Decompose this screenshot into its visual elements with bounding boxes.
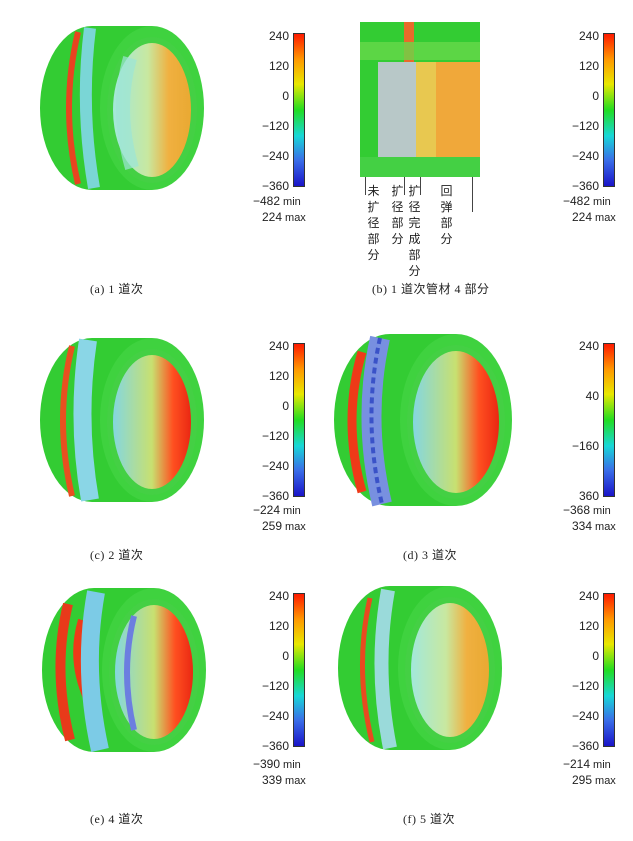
deformation-ring-a — [40, 26, 204, 190]
tick-a-3: −120 — [261, 119, 289, 133]
max-stat-b: 224 max — [572, 210, 616, 224]
part-label-unexpanded: 未扩径部分 — [367, 184, 380, 262]
tick-e-2: 0 — [282, 649, 289, 663]
colorbar-b — [603, 33, 615, 187]
tick-f-0: 240 — [578, 589, 599, 603]
max-stat-f: 295 max — [572, 773, 616, 787]
tick-b-3: −120 — [571, 119, 599, 133]
part-label-springback: 回弹部分 — [440, 184, 453, 246]
tick-f-3: −120 — [571, 679, 599, 693]
tick-e-5: −360 — [261, 739, 289, 753]
caption-d: (d) 3 道次 — [403, 548, 457, 562]
colorbar-f — [603, 593, 615, 747]
tick-c-2: 0 — [282, 399, 289, 413]
part-divider-2 — [404, 177, 405, 195]
tick-c-4: −240 — [261, 459, 289, 473]
tick-f-5: −360 — [571, 739, 599, 753]
tick-c-0: 240 — [268, 339, 289, 353]
part-divider-4 — [472, 177, 473, 212]
tick-d-2: −160 — [571, 439, 599, 453]
part-divider-3 — [420, 177, 421, 195]
tick-c-1: 120 — [268, 369, 289, 383]
min-stat-c: −224 min — [253, 503, 301, 517]
colorbar-c — [293, 343, 305, 497]
caption-e: (e) 4 道次 — [90, 812, 144, 826]
colorbar-a — [293, 33, 305, 187]
tick-e-1: 120 — [268, 619, 289, 633]
min-stat-f: −214 min — [563, 757, 611, 771]
tick-d-1: 40 — [585, 389, 599, 403]
tick-f-1: 120 — [578, 619, 599, 633]
caption-c: (c) 2 道次 — [90, 548, 144, 562]
tick-e-0: 240 — [268, 589, 289, 603]
caption-a: (a) 1 道次 — [90, 282, 144, 296]
tick-a-1: 120 — [268, 59, 289, 73]
deformation-section-b — [360, 22, 480, 177]
tick-f-4: −240 — [571, 709, 599, 723]
tick-c-5: −360 — [261, 489, 289, 503]
tick-a-2: 0 — [282, 89, 289, 103]
max-stat-a: 224 max — [262, 210, 306, 224]
colorbar-e — [293, 593, 305, 747]
max-stat-c: 259 max — [262, 519, 306, 533]
part-divider-1 — [365, 177, 366, 195]
caption-b: (b) 1 道次管材 4 部分 — [372, 282, 490, 296]
min-stat-e: −390 min — [253, 757, 301, 771]
tick-b-2: 0 — [592, 89, 599, 103]
deformation-ring-d — [334, 334, 512, 507]
part-label-expanding: 扩径部分 — [391, 184, 404, 246]
tick-b-5: −360 — [571, 179, 599, 193]
tick-d-0: 240 — [578, 339, 599, 353]
deformation-ring-c — [40, 338, 204, 502]
colorbar-d — [603, 343, 615, 497]
max-stat-d: 334 max — [572, 519, 616, 533]
tick-a-0: 240 — [268, 29, 289, 43]
max-stat-e: 339 max — [262, 773, 306, 787]
tick-b-4: −240 — [571, 149, 599, 163]
min-stat-a: −482 min — [253, 194, 301, 208]
tick-f-2: 0 — [592, 649, 599, 663]
tick-e-4: −240 — [261, 709, 289, 723]
tick-e-3: −120 — [261, 679, 289, 693]
part-label-expanded: 扩径完成部分 — [408, 184, 421, 278]
tick-c-3: −120 — [261, 429, 289, 443]
caption-f: (f) 5 道次 — [403, 812, 455, 826]
min-stat-d: −368 min — [563, 503, 611, 517]
tick-b-1: 120 — [578, 59, 599, 73]
tick-a-4: −240 — [261, 149, 289, 163]
tick-a-5: −360 — [261, 179, 289, 193]
min-stat-b: −482 min — [563, 194, 611, 208]
tick-b-0: 240 — [578, 29, 599, 43]
tick-d-3: 360 — [578, 489, 599, 503]
deformation-ring-e — [42, 588, 206, 752]
deformation-ring-f — [338, 586, 502, 750]
